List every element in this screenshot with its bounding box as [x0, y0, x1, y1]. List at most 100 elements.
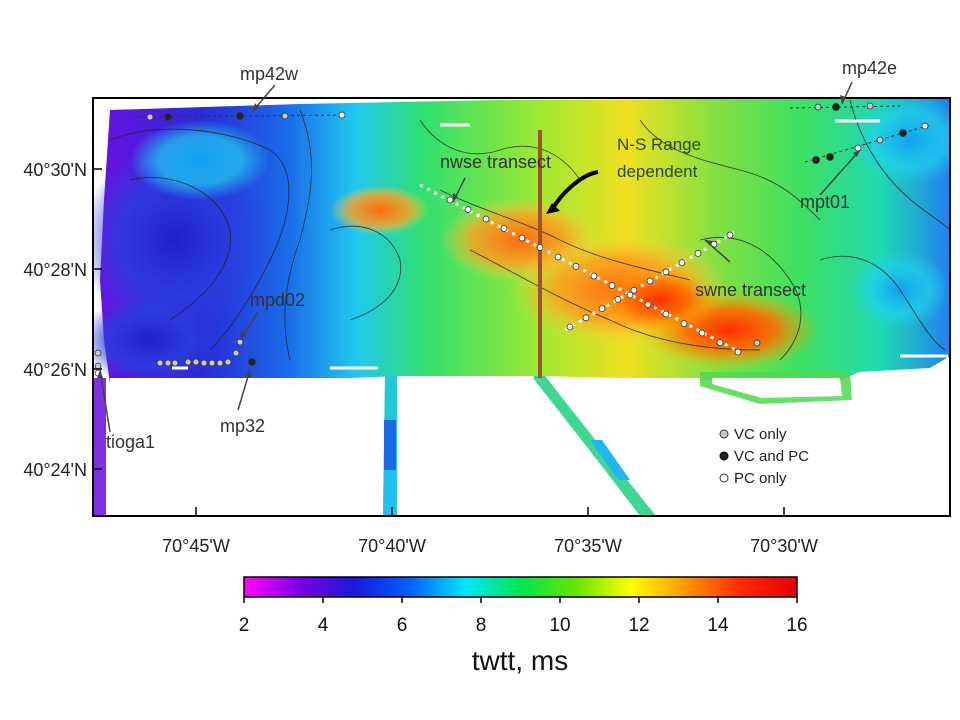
bathymetry-surface: [93, 98, 950, 516]
legend-vc-only-marker: [719, 429, 729, 439]
mp42e-track: [789, 105, 901, 109]
track-marker: [716, 339, 724, 346]
track-marker: [590, 272, 598, 280]
track-marker: [94, 362, 102, 370]
track-marker: [814, 103, 822, 111]
track-markers: [94, 102, 929, 377]
track-marker: [208, 359, 216, 367]
lon-label-1: 70°45'W: [162, 536, 230, 556]
track-marker: [694, 249, 702, 257]
label-swne: swne transect: [695, 280, 806, 300]
label-mp42w: mp42w: [240, 64, 299, 84]
axis-ticks: [93, 168, 785, 516]
track-marker: [614, 295, 622, 303]
marker-legend: VC only VC and PC PC only: [719, 426, 809, 487]
track-marker: [899, 129, 907, 137]
track-marker: [876, 136, 884, 144]
track-marker: [832, 103, 840, 111]
track-marker: [232, 349, 240, 357]
colorbar-title: twtt, ms: [472, 645, 568, 676]
track-marker: [572, 263, 580, 270]
track-marker: [554, 253, 562, 261]
track-marker: [734, 348, 742, 356]
track-marker: [662, 310, 670, 318]
track-marker: [464, 206, 472, 213]
track-marker: [753, 339, 761, 347]
track-marker: [281, 112, 289, 120]
track-marker: [248, 358, 256, 366]
legend-pc-only-marker: [719, 473, 729, 483]
legend-pc-only-label: PC only: [734, 470, 787, 487]
track-marker: [184, 358, 192, 366]
label-tioga1: tioga1: [106, 432, 155, 452]
track-marker: [680, 320, 688, 327]
label-mpt01: mpt01: [800, 192, 850, 212]
track-marker: [608, 282, 616, 289]
track-marker: [446, 196, 454, 204]
lon-label-3: 70°35'W: [554, 536, 622, 556]
track-marker: [626, 291, 634, 299]
legend-vc-and-pc-label: VC and PC: [734, 448, 809, 465]
track-marker: [812, 156, 820, 164]
legend-vc-only-label: VC only: [734, 426, 787, 443]
track-marker: [566, 323, 574, 331]
track-marker: [598, 305, 606, 313]
track-marker: [156, 359, 164, 367]
colorbar-tick-label: 4: [318, 615, 329, 636]
colorbar: 2 4 6 8 10 12 14 16 twtt, ms: [239, 576, 808, 676]
label-nwse: nwse transect: [440, 152, 551, 172]
track-marker: [338, 111, 346, 119]
track-marker: [921, 122, 929, 130]
colorbar-tick-label: 16: [786, 615, 807, 636]
label-mpd02: mpd02: [250, 290, 305, 310]
track-marker: [726, 231, 734, 239]
track-marker: [582, 314, 590, 322]
track-marker: [236, 112, 244, 120]
track-marker: [171, 359, 179, 367]
track-marker: [192, 358, 200, 366]
lat-label-3: 40°26'N: [23, 360, 87, 380]
contour-lines: [109, 99, 950, 361]
map-frame: [92, 97, 951, 517]
legend-vc-and-pc-marker: [719, 451, 729, 461]
colorbar-ramp: [243, 576, 798, 598]
label-ns-line1: N-S Range: [617, 135, 701, 154]
track-marker: [216, 359, 224, 367]
track-marker: [866, 102, 874, 110]
mp42w-track: [134, 114, 346, 118]
lat-label-1: 40°30'N: [23, 160, 87, 180]
track-marker: [164, 113, 172, 121]
track-marker: [678, 259, 686, 267]
track-marker: [146, 113, 154, 121]
track-marker: [646, 277, 654, 285]
track-marker: [630, 286, 638, 294]
label-mp42e: mp42e: [842, 58, 897, 78]
colorbar-tick-label: 10: [549, 615, 570, 636]
lat-label-4: 40°24'N: [23, 460, 87, 480]
lat-label-2: 40°28'N: [23, 260, 87, 280]
label-mp32: mp32: [220, 416, 265, 436]
label-ns-line2: dependent: [617, 162, 698, 181]
track-marker: [644, 301, 652, 308]
track-marker: [826, 153, 834, 161]
lon-label-2: 70°40'W: [358, 536, 426, 556]
colorbar-tick-label: 8: [476, 615, 487, 636]
track-marker: [94, 349, 102, 357]
track-marker: [482, 215, 490, 223]
track-marker: [662, 268, 670, 276]
colorbar-tick-label: 12: [628, 615, 649, 636]
annotation-arrowheads: [97, 95, 860, 378]
track-marker: [500, 225, 508, 232]
track-marker: [536, 244, 544, 251]
colorbar-ticks: 2 4 6 8 10 12 14 16: [239, 597, 808, 636]
track-marker: [698, 329, 706, 337]
colorbar-tick-label: 6: [397, 615, 408, 636]
track-marker: [224, 358, 232, 366]
track-marker: [518, 234, 526, 242]
colorbar-tick-label: 14: [707, 615, 729, 636]
mpt01-track: [804, 124, 931, 163]
track-marker: [200, 359, 208, 367]
colorbar-tick-label: 2: [239, 615, 250, 636]
lon-label-4: 70°30'W: [750, 536, 818, 556]
